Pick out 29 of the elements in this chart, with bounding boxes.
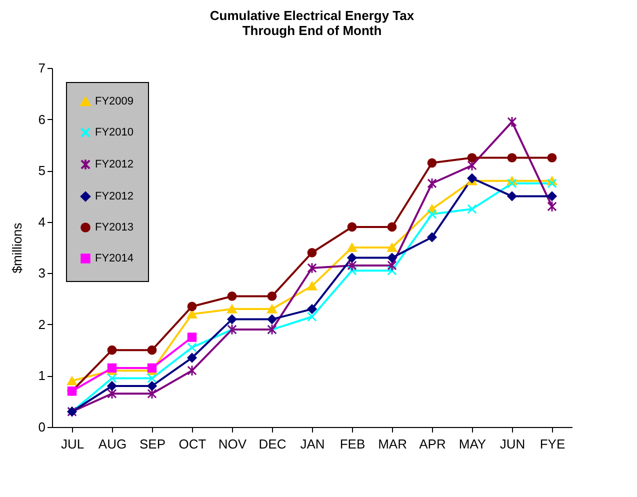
legend-label: FY2013 xyxy=(95,222,134,234)
x-tick-label: JUL xyxy=(60,436,84,452)
x-tick-label: SEP xyxy=(139,436,166,452)
y-axis-title: $millions xyxy=(9,222,24,274)
x-tick-label: NOV xyxy=(218,436,247,452)
x-tick-label: FEB xyxy=(340,436,366,452)
x-tick-label: JUN xyxy=(500,436,526,452)
y-tick-label: 7 xyxy=(38,60,46,76)
x-tick-label: FYE xyxy=(540,436,566,452)
legend-label: FY2014 xyxy=(95,252,134,264)
y-tick-label: 2 xyxy=(38,316,46,332)
legend-label: FY2010 xyxy=(95,126,134,138)
legend-label: FY2009 xyxy=(95,96,134,108)
y-tick-label: 4 xyxy=(38,214,46,230)
y-tick-label: 6 xyxy=(38,112,46,127)
x-tick-label: DEC xyxy=(258,436,286,452)
x-tick-label: APR xyxy=(419,436,446,452)
x-tick-label: MAR xyxy=(378,436,407,452)
y-tick-label: 5 xyxy=(38,163,46,178)
x-tick-label: AUG xyxy=(98,436,127,452)
x-tick-label: JAN xyxy=(300,436,325,452)
y-tick-label: 3 xyxy=(38,266,46,281)
legend-label: FY2012 xyxy=(95,158,134,170)
y-tick-label: 0 xyxy=(38,420,46,434)
legend-label: FY2012 xyxy=(95,190,134,202)
x-tick-label: OCT xyxy=(178,436,206,452)
chart-title: Cumulative Electrical Energy Tax Through End of Month xyxy=(210,8,415,38)
x-tick-label: MAY xyxy=(458,436,486,452)
y-tick-label: 1 xyxy=(38,368,46,384)
